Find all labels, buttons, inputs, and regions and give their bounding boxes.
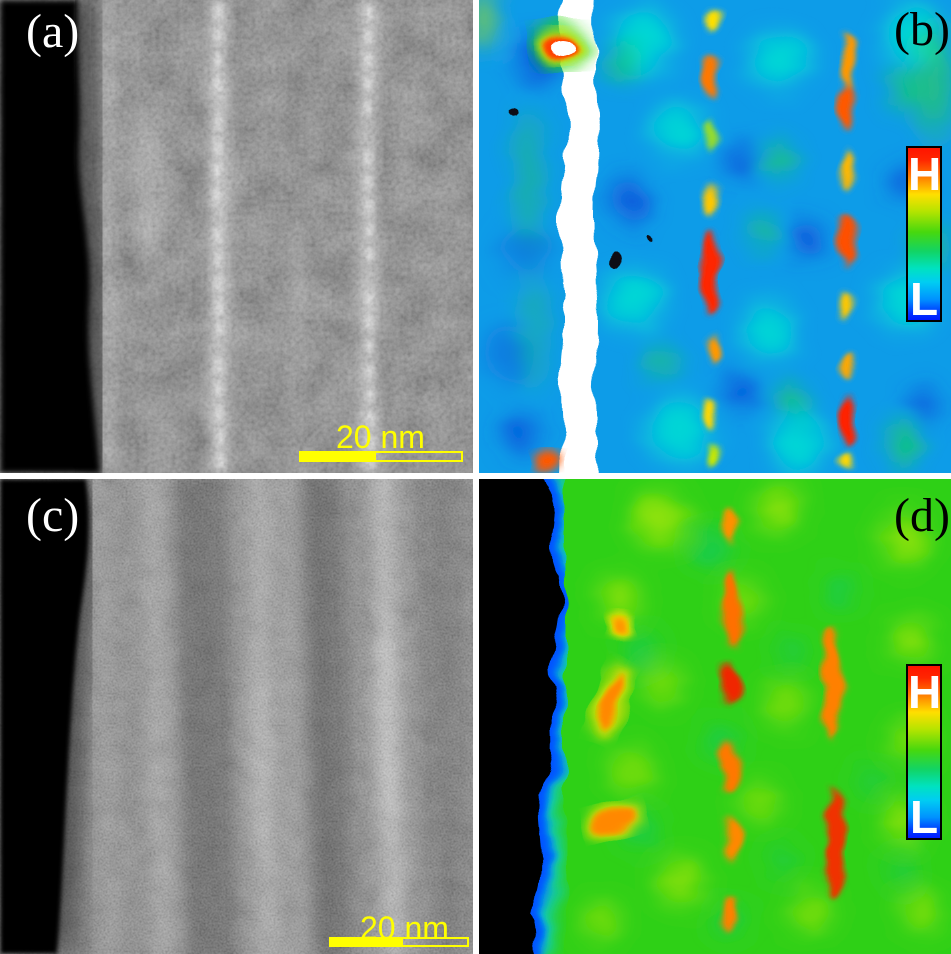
panel-b-colorbar: H L (906, 146, 942, 322)
panel-c-scalebar-fill (331, 939, 404, 945)
panel-c-scalebar (329, 937, 469, 947)
panel-c-label: (c) (26, 489, 80, 542)
panel-b-image (479, 0, 951, 473)
panel-a-label: (a) (26, 5, 80, 58)
panel-d-image (479, 479, 951, 954)
panel-b-color-map: (b) H L (479, 0, 951, 473)
panel-d-colorbar-low-label: L (909, 791, 939, 843)
panel-d-colorbar: H L (906, 664, 942, 840)
panel-a-scalebar-fill (301, 453, 377, 460)
panel-c-image (0, 479, 473, 954)
panel-a-scalebar (299, 451, 463, 462)
panel-c-stem-image: (c) 20 nm (0, 479, 473, 954)
panel-d-color-map: (d) H L (479, 479, 951, 954)
panel-d-label: (d) (894, 489, 950, 542)
panel-a-image (0, 0, 473, 473)
panel-b-colorbar-high-label: H (908, 148, 942, 200)
panel-b-colorbar-low-label: L (909, 273, 939, 325)
panel-d-colorbar-high-label: H (908, 666, 942, 718)
panel-a-scalebar-text: 20 nm (336, 419, 425, 455)
panel-b-label: (b) (894, 3, 950, 56)
panel-a-stem-image: (a) 20 nm (0, 0, 473, 473)
